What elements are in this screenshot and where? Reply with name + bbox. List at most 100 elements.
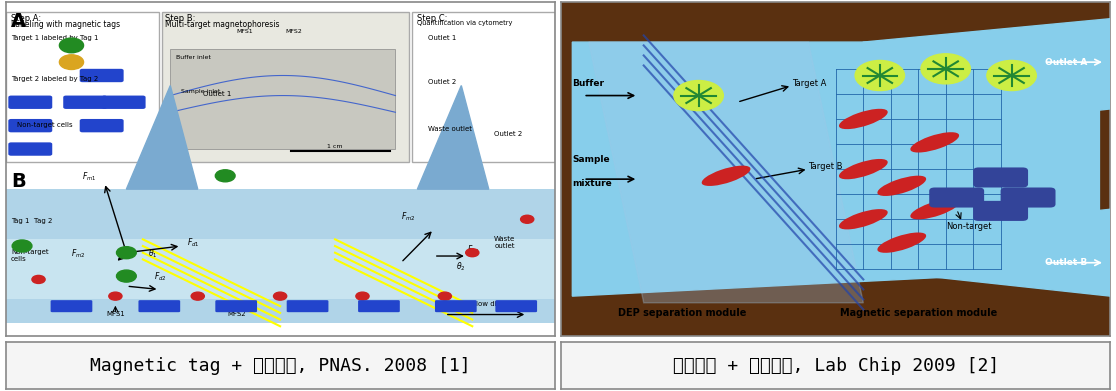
Text: Outlet 2: Outlet 2 xyxy=(429,79,456,85)
Text: 전기영동 + 자기영동, Lab Chip 2009 [2]: 전기영동 + 자기영동, Lab Chip 2009 [2] xyxy=(673,357,999,375)
FancyBboxPatch shape xyxy=(358,300,400,312)
Circle shape xyxy=(855,61,904,91)
Circle shape xyxy=(356,292,369,300)
Circle shape xyxy=(191,292,204,300)
Ellipse shape xyxy=(877,176,926,196)
Text: DEP separation module: DEP separation module xyxy=(618,308,747,318)
FancyBboxPatch shape xyxy=(412,12,555,162)
Ellipse shape xyxy=(911,199,959,219)
Text: Magnetic tag + 자기영동, PNAS. 2008 [1]: Magnetic tag + 자기영동, PNAS. 2008 [1] xyxy=(89,357,471,375)
Circle shape xyxy=(108,292,122,300)
Text: Multi-target magnetophoresis: Multi-target magnetophoresis xyxy=(165,20,279,29)
Polygon shape xyxy=(589,42,864,303)
Text: MFS2: MFS2 xyxy=(286,29,302,34)
FancyBboxPatch shape xyxy=(8,95,52,109)
Circle shape xyxy=(12,240,32,252)
Text: Buffer: Buffer xyxy=(573,79,605,88)
Text: Labeling with magnetic tags: Labeling with magnetic tags xyxy=(11,20,121,29)
Circle shape xyxy=(116,247,136,259)
Text: Step A:: Step A: xyxy=(11,14,41,23)
Text: Non-target: Non-target xyxy=(945,222,991,231)
FancyBboxPatch shape xyxy=(138,300,180,312)
Polygon shape xyxy=(573,42,1099,296)
FancyBboxPatch shape xyxy=(6,189,555,323)
Ellipse shape xyxy=(702,166,750,186)
FancyBboxPatch shape xyxy=(930,188,984,208)
Text: Outlet 2: Outlet 2 xyxy=(494,131,522,137)
FancyBboxPatch shape xyxy=(435,300,477,312)
Text: Flow direction: Flow direction xyxy=(472,301,521,307)
FancyBboxPatch shape xyxy=(102,95,145,109)
FancyBboxPatch shape xyxy=(973,201,1028,221)
Text: Outlet 1: Outlet 1 xyxy=(203,91,232,97)
Text: Outlet B: Outlet B xyxy=(1045,258,1087,267)
Text: Outlet 1: Outlet 1 xyxy=(429,35,456,41)
Polygon shape xyxy=(864,209,1110,296)
FancyBboxPatch shape xyxy=(973,167,1028,188)
FancyBboxPatch shape xyxy=(215,300,257,312)
Circle shape xyxy=(674,81,723,111)
Text: Target A: Target A xyxy=(792,79,826,88)
Text: 1 cm: 1 cm xyxy=(327,144,343,149)
Ellipse shape xyxy=(839,159,887,179)
FancyBboxPatch shape xyxy=(6,12,160,162)
Text: MFS1: MFS1 xyxy=(237,29,253,34)
Circle shape xyxy=(987,61,1037,91)
Text: Outlet A: Outlet A xyxy=(1045,57,1087,66)
Text: Target B: Target B xyxy=(808,162,843,171)
Text: Sample inlet: Sample inlet xyxy=(181,89,221,94)
Ellipse shape xyxy=(839,209,887,230)
Text: Magnetic separation module: Magnetic separation module xyxy=(839,308,997,318)
Circle shape xyxy=(32,275,45,283)
FancyBboxPatch shape xyxy=(50,300,93,312)
Text: Buffer inlet: Buffer inlet xyxy=(176,56,211,61)
FancyBboxPatch shape xyxy=(496,300,537,312)
Text: $F_{m1}$: $F_{m1}$ xyxy=(83,170,97,183)
Circle shape xyxy=(465,249,479,257)
Polygon shape xyxy=(864,19,1110,136)
Text: $F_{m2}$: $F_{m2}$ xyxy=(401,210,415,223)
Circle shape xyxy=(273,292,287,300)
Text: $\theta_2$: $\theta_2$ xyxy=(455,260,465,273)
Circle shape xyxy=(215,170,235,182)
Text: Non-target
cells: Non-target cells xyxy=(11,249,49,262)
Text: Waste outlet: Waste outlet xyxy=(429,126,472,132)
Text: $\theta_1$: $\theta_1$ xyxy=(148,247,157,260)
Circle shape xyxy=(59,55,84,70)
Ellipse shape xyxy=(911,132,959,152)
Text: B: B xyxy=(11,172,26,192)
Text: Target 1 labeled by Tag 1: Target 1 labeled by Tag 1 xyxy=(11,35,98,41)
Circle shape xyxy=(439,292,452,300)
FancyBboxPatch shape xyxy=(162,12,410,162)
FancyBboxPatch shape xyxy=(1001,188,1056,208)
Text: Sample: Sample xyxy=(573,155,610,165)
FancyBboxPatch shape xyxy=(287,300,328,312)
Polygon shape xyxy=(126,86,198,189)
Ellipse shape xyxy=(877,233,926,253)
FancyBboxPatch shape xyxy=(79,69,124,82)
Circle shape xyxy=(116,270,136,282)
Text: mixture: mixture xyxy=(573,179,612,188)
FancyBboxPatch shape xyxy=(6,239,555,300)
Text: Quantification via cytometry: Quantification via cytometry xyxy=(417,20,512,26)
Text: MFS2: MFS2 xyxy=(227,311,246,317)
Text: $F_{d2}$: $F_{d2}$ xyxy=(154,271,166,283)
Circle shape xyxy=(59,38,84,53)
Text: Target 2 labeled by Tag 2: Target 2 labeled by Tag 2 xyxy=(11,75,98,81)
Text: $F_{d2}$: $F_{d2}$ xyxy=(466,244,480,256)
Circle shape xyxy=(520,215,533,223)
Ellipse shape xyxy=(839,109,887,129)
Text: A: A xyxy=(11,12,26,31)
Text: Tag 1  Tag 2: Tag 1 Tag 2 xyxy=(11,218,52,224)
FancyBboxPatch shape xyxy=(8,142,52,156)
FancyBboxPatch shape xyxy=(171,49,395,149)
Text: $F_{m2}$: $F_{m2}$ xyxy=(71,247,86,260)
FancyBboxPatch shape xyxy=(79,119,124,132)
Text: Step B:: Step B: xyxy=(165,14,195,23)
FancyBboxPatch shape xyxy=(64,95,107,109)
Polygon shape xyxy=(417,86,489,189)
Circle shape xyxy=(921,54,971,84)
Text: Non-target cells: Non-target cells xyxy=(17,122,73,128)
Text: MFS1: MFS1 xyxy=(106,311,125,317)
Text: $F_{d1}$: $F_{d1}$ xyxy=(186,237,200,249)
